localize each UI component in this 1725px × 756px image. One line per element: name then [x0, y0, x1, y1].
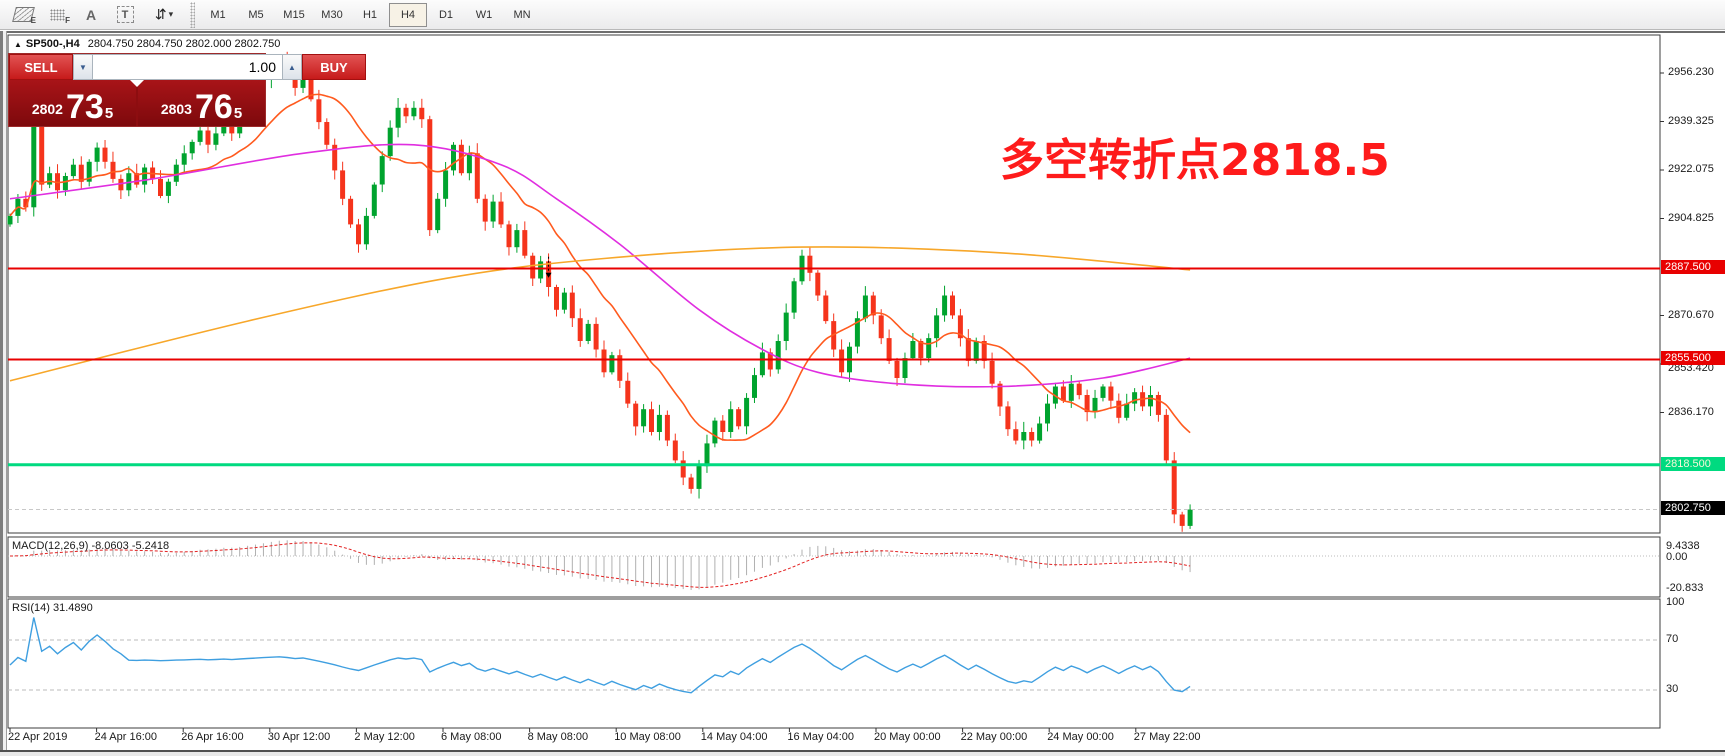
time-axis-label: 6 May 08:00 — [441, 731, 502, 743]
window-bottom-border — [0, 750, 1725, 752]
macd-indicator-label: MACD(12,26,9) -8.0603 -5.2418 — [12, 540, 170, 552]
time-axis-label: 14 May 04:00 — [700, 731, 768, 743]
time-axis-label: 24 Apr 16:00 — [94, 731, 157, 743]
ask-price-display[interactable]: 2803 76 5 — [138, 80, 265, 126]
time-axis-label: 22 May 00:00 — [960, 731, 1028, 743]
rsi-axis-tick: 30 — [1666, 683, 1679, 695]
time-axis-label: 8 May 08:00 — [527, 731, 589, 743]
timeframe-m30[interactable]: M30 — [321, 8, 343, 21]
price-axis-tick: 2956.230 — [1668, 66, 1714, 78]
cycle-arrows-button[interactable]: ⇵ ▾ — [142, 3, 186, 27]
price-axis-tick: 2870.670 — [1668, 308, 1714, 321]
grid-icon — [49, 8, 65, 21]
text-box-button[interactable]: T — [108, 3, 142, 27]
panel-notch — [130, 80, 144, 87]
hatch-draw-e-icon[interactable]: E — [6, 3, 40, 27]
toolbar-separator — [190, 1, 195, 28]
bid-price-sup: 5 — [104, 105, 114, 122]
tool-letter: E — [30, 15, 36, 25]
volume-input[interactable] — [93, 54, 282, 80]
tool-letter: F — [65, 15, 70, 25]
window-left-edge[interactable] — [0, 31, 7, 750]
ma-fast-line — [9, 93, 1191, 441]
macd-axis-tick: 0.00 — [1666, 551, 1688, 563]
text-label-icon: A — [85, 6, 97, 23]
macd-axis-tick: -20.833 — [1666, 582, 1704, 594]
timeframe-d1[interactable]: D1 — [438, 8, 454, 21]
one-click-trading-panel: SELL ▼ ▲ BUY 2802 73 5 2803 76 5 — [8, 53, 366, 127]
timeframe-h4-active[interactable]: H4 — [389, 2, 427, 27]
rsi-axis-tick: 70 — [1666, 633, 1679, 645]
rsi-axis-tick: 100 — [1666, 595, 1685, 608]
time-axis-label: 30 Apr 12:00 — [267, 731, 331, 743]
ask-price-big: 76 — [194, 88, 233, 126]
ask-price-sup: 5 — [233, 105, 243, 122]
top-toolbar: E F A T ⇵ ▾ M1 M5 M15 M30 H1 H4 D1 W1 MN — [0, 0, 1725, 30]
buy-button[interactable]: BUY — [302, 54, 366, 80]
collapse-triangle-icon[interactable]: ▲ — [14, 40, 22, 49]
time-axis-label: 16 May 04:00 — [787, 731, 855, 743]
timeframe-m5[interactable]: M5 — [248, 8, 264, 21]
macd-axis-tick: 9.4338 — [1666, 540, 1700, 552]
timeframe-w1[interactable]: W1 — [475, 8, 493, 21]
text-box-icon: T — [116, 6, 134, 23]
bottom-strip — [0, 752, 1725, 756]
price-axis-tick: 2922.075 — [1668, 163, 1714, 175]
timeframe-mn[interactable]: MN — [513, 8, 531, 21]
bid-price-big: 73 — [65, 88, 104, 126]
time-axis-label: 27 May 22:00 — [1133, 731, 1201, 743]
price-line-label: 2887.500 — [1661, 260, 1725, 275]
time-axis-label: 26 Apr 16:00 — [181, 731, 244, 743]
time-axis-label: 2 May 12:00 — [354, 731, 415, 743]
symbol-name: SP500-,H4 — [25, 38, 80, 50]
timeframe-m1[interactable]: M1 — [210, 8, 226, 21]
time-axis-label: 10 May 08:00 — [614, 731, 681, 743]
rsi-indicator-label: RSI(14) 31.4890 — [12, 602, 93, 614]
price-axis-tick: 2904.825 — [1668, 211, 1714, 224]
price-line-label: 2802.750 — [1661, 501, 1725, 516]
time-axis-label: 24 May 00:00 — [1047, 731, 1114, 743]
bid-price-display[interactable]: 2802 73 5 — [9, 80, 136, 126]
window-top-border — [0, 31, 1725, 33]
cycle-arrows-icon: ⇵ — [154, 6, 167, 22]
ma-mid-line — [9, 143, 1191, 388]
chart-window — [0, 31, 1725, 756]
price-line-label: 2855.500 — [1661, 351, 1725, 366]
price-axis-tick: 2939.325 — [1668, 114, 1714, 127]
volume-up-button[interactable]: ▲ — [282, 54, 302, 80]
bid-ask-display: 2802 73 5 2803 76 5 — [9, 80, 265, 126]
ohlc-values: 2804.750 2804.750 2802.000 2802.750 — [87, 38, 281, 50]
text-label-button[interactable]: A — [74, 3, 108, 27]
dropdown-caret-icon: ▾ — [168, 9, 174, 19]
dot-grid-f-icon[interactable]: F — [40, 3, 74, 27]
sell-button[interactable]: SELL — [9, 54, 73, 80]
price-axis-tick: 2836.170 — [1668, 405, 1714, 418]
timeframe-h1[interactable]: H1 — [362, 8, 378, 21]
ask-price-small: 2803 — [160, 101, 192, 117]
time-axis-label: 20 May 00:00 — [874, 731, 941, 743]
price-line-label: 2818.500 — [1661, 456, 1725, 471]
chart-annotation-text: 多空转折点2818.5 — [1000, 135, 1390, 186]
ma-slow-line — [9, 246, 1191, 382]
volume-down-button[interactable]: ▼ — [73, 54, 93, 80]
timeframe-m15[interactable]: M15 — [283, 8, 305, 21]
chart-title: ▲ SP500-,H4 2804.750 2804.750 2802.000 280… — [14, 38, 280, 50]
time-axis-label: 22 Apr 2019 — [8, 731, 68, 743]
bid-price-small: 2802 — [31, 101, 63, 117]
